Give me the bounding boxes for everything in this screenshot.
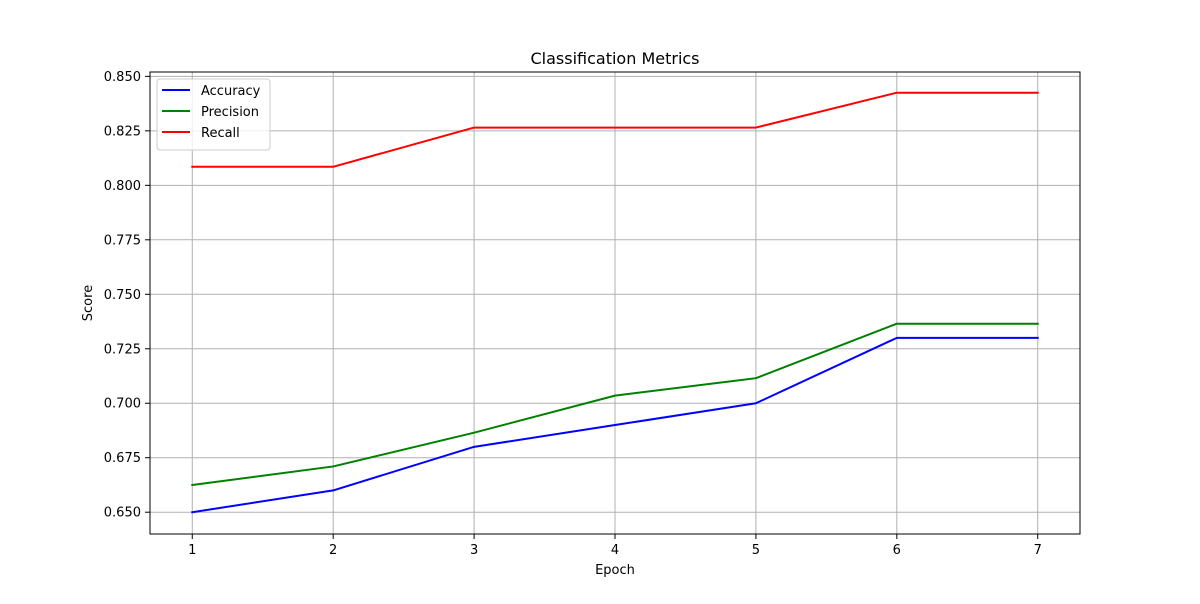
chart-title: Classification Metrics: [530, 49, 699, 68]
y-tick-label: 0.850: [104, 70, 141, 85]
y-tick-label: 0.650: [104, 506, 141, 521]
x-axis-label: Epoch: [595, 563, 635, 578]
legend-item-precision: Precision: [162, 105, 259, 120]
x-tick-label: 4: [611, 543, 619, 558]
y-tick-label: 0.725: [104, 342, 141, 357]
y-tick-label: 0.825: [104, 124, 141, 139]
x-tick-label: 7: [1034, 543, 1042, 558]
y-tick-label: 0.675: [104, 451, 141, 466]
x-tick-label: 2: [329, 543, 337, 558]
x-tick-label: 5: [752, 543, 760, 558]
grid: [150, 72, 1080, 534]
series-lines: [191, 91, 1039, 514]
legend-item-accuracy: Accuracy: [162, 84, 261, 99]
series-line-accuracy: [191, 336, 1039, 514]
legend-label: Precision: [201, 105, 259, 120]
legend: Accuracy Precision Recall: [156, 78, 271, 151]
y-axis-label: Score: [81, 285, 96, 321]
legend-items: Accuracy Precision Recall: [162, 84, 261, 141]
y-tick-label: 0.800: [104, 179, 141, 194]
x-tick-label: 6: [893, 543, 901, 558]
series-line-precision: [191, 322, 1039, 487]
y-tick-label: 0.775: [104, 233, 141, 248]
legend-label: Accuracy: [201, 84, 261, 99]
y-tick-label: 0.750: [104, 288, 141, 303]
x-tick-label: 1: [188, 543, 196, 558]
y-tick-label: 0.700: [104, 397, 141, 412]
legend-label: Recall: [201, 126, 240, 141]
series-line-recall: [191, 91, 1039, 168]
legend-item-recall: Recall: [162, 126, 240, 141]
x-tick-label: 3: [470, 543, 478, 558]
ticks: 1 2 3 4 5 6 7 0.650 0.675 0.700 0.725 0.750 0.775 0.8…: [104, 70, 1042, 558]
